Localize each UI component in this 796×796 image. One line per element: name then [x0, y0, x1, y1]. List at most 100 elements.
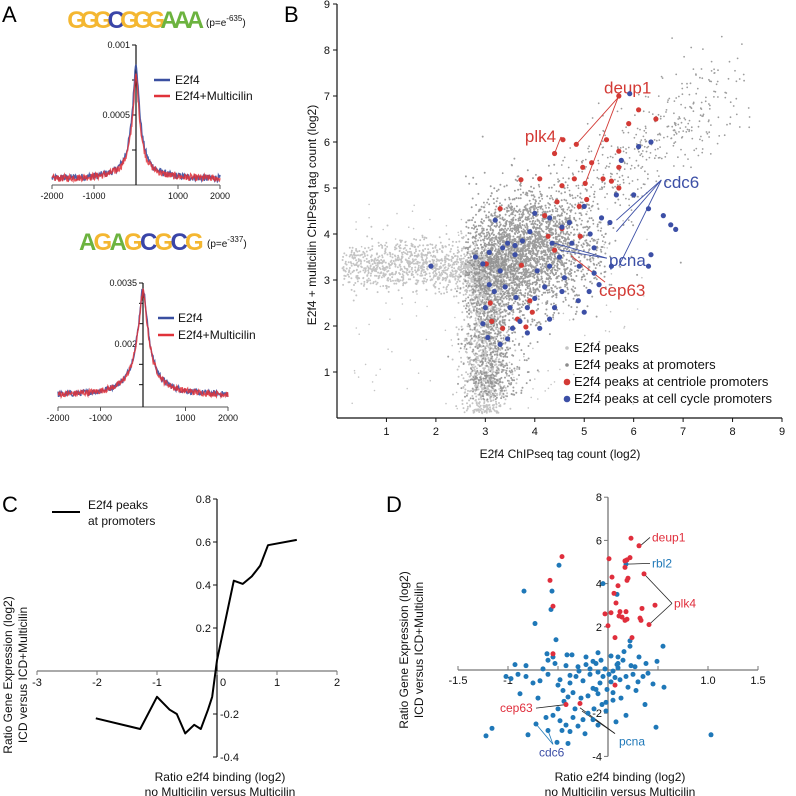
- gene-label-rbl2: rbl2: [652, 556, 672, 570]
- cell-cycle-promoter-point: [618, 157, 624, 163]
- gene-point: [612, 675, 618, 681]
- cell-cycle-promoter-point: [504, 240, 511, 246]
- gene-point: [615, 665, 621, 671]
- gene-point: [580, 717, 586, 723]
- centriole-promoter-point: [616, 148, 622, 154]
- cell-cycle-promoter-point: [648, 252, 654, 258]
- centriole-promoter-point: [554, 199, 560, 205]
- cell-cycle-promoter-point: [561, 275, 568, 281]
- cell-cycle-promoter-point: [512, 252, 518, 258]
- centriole-promoter-point: [616, 164, 622, 170]
- gene-point: [623, 712, 629, 718]
- gene-point: [532, 621, 538, 627]
- y-tick-label: 0.8: [196, 494, 211, 506]
- gene-point: [595, 691, 601, 697]
- panel-c-y-axis-label-line2: ICD versus ICD+Multicilin: [16, 607, 30, 743]
- centriole-gene-point: [613, 600, 619, 606]
- cell-cycle-promoter-point: [569, 240, 575, 246]
- panel-b-axes: 1 2 3 4 5 6 7 8 9 1 2 3 4 5 6 7 8 9: [324, 0, 785, 438]
- gene-point: [597, 680, 603, 686]
- gene-point: [567, 680, 573, 686]
- cell-cycle-promoter-point: [491, 288, 497, 295]
- gene-point: [549, 588, 555, 594]
- gene-point: [608, 653, 614, 659]
- panel-c-legend-line2: at promoters: [88, 514, 155, 528]
- gene-label-leader-line: [554, 136, 562, 154]
- cell-cycle-promoter-point: [645, 263, 652, 269]
- gene-label-deup1: deup1: [604, 79, 651, 98]
- panel-b-legend: E2f4 peaks E2f4 peaks at promoters E2f4 pe…: [563, 340, 772, 406]
- legend-label-multicilin: E2f4+Multicilin: [178, 328, 256, 342]
- centriole-gene-point: [602, 611, 608, 617]
- gene-point: [582, 731, 588, 737]
- gene-label-cep63: cep63: [500, 701, 533, 715]
- motif-letter-G: G: [185, 229, 204, 256]
- cell-cycle-promoter-point: [534, 268, 540, 274]
- centriole-promoter-point: [636, 107, 642, 113]
- cell-cycle-promoter-point: [542, 284, 548, 290]
- motif-letter-G: G: [124, 229, 143, 256]
- cell-cycle-promoter-point: [673, 226, 679, 232]
- gene-point: [627, 643, 633, 649]
- x-tick-label: -2000: [46, 413, 69, 423]
- gene-point: [583, 662, 589, 668]
- gene-point: [569, 652, 575, 658]
- cell-cycle-promoter-point: [591, 245, 597, 251]
- centriole-gene-point: [623, 609, 629, 615]
- centriole-gene-point: [652, 602, 658, 608]
- x-tick-label: 0: [220, 677, 226, 689]
- centriole-promoter-point: [573, 141, 579, 147]
- gene-point: [603, 699, 609, 705]
- cell-cycle-promoter-point: [559, 224, 565, 230]
- motif-letter-G: G: [133, 7, 152, 34]
- gene-label-leader-line: [554, 242, 608, 259]
- motif-pvalue-top: (p=e-635): [206, 14, 246, 29]
- x-tick-label: -3: [32, 677, 42, 689]
- panel-d-axes: -1.5 -1 1.0 1.5 -4 -2 2 4 6 8: [449, 492, 766, 763]
- centriole-gene-point: [550, 651, 556, 657]
- x-tick-label: 6: [631, 426, 637, 438]
- cell-cycle-promoter-point: [519, 238, 526, 244]
- gene-point: [632, 664, 638, 670]
- gene-point: [563, 663, 569, 669]
- panel-letter-a: A: [2, 2, 17, 27]
- gene-point: [521, 588, 527, 594]
- gene-point: [557, 677, 563, 683]
- gene-point: [617, 677, 623, 683]
- x-tick-label: -2000: [40, 191, 63, 201]
- gene-label-plk4: plk4: [674, 596, 696, 610]
- centriole-gene-point: [622, 617, 628, 623]
- centriole-promoter-point: [542, 213, 548, 219]
- motif-letter-G: G: [146, 7, 165, 34]
- cell-cycle-promoter-point: [537, 325, 543, 331]
- centriole-gene-point: [615, 583, 621, 589]
- legend-label: E2f4 peaks at promoters: [574, 357, 716, 372]
- centriole-gene-point: [622, 558, 628, 564]
- gene-point: [537, 678, 543, 684]
- centriole-gene-point: [617, 609, 623, 615]
- centriole-promoter-point: [529, 309, 535, 315]
- y-tick-label: 0.6: [196, 537, 211, 549]
- gene-point: [553, 637, 559, 643]
- gene-point: [572, 706, 578, 712]
- gene-point: [604, 686, 610, 692]
- x-tick-label: 7: [680, 426, 686, 438]
- cell-cycle-promoter-point: [492, 217, 498, 223]
- panel-letter-d: D: [386, 492, 402, 517]
- gene-point: [620, 657, 626, 663]
- y-tick-label: 9: [324, 0, 330, 11]
- gene-point: [567, 672, 573, 678]
- cell-cycle-promoter-point: [527, 229, 533, 235]
- centriole-promoter-point: [577, 233, 583, 239]
- gene-point: [615, 661, 621, 667]
- gene-label-plk4: plk4: [525, 127, 556, 146]
- gene-point: [550, 712, 556, 718]
- legend-label: E2f4 peaks: [574, 340, 640, 355]
- x-tick-label: 9: [779, 426, 785, 438]
- legend-marker-cell_cycle: [563, 395, 571, 403]
- panel-b-y-axis-label: E2f4 + multicilin ChIPseq tag count (log…: [305, 105, 319, 325]
- centriole-promoter-point: [580, 164, 586, 170]
- gene-label-leader-line: [570, 255, 606, 283]
